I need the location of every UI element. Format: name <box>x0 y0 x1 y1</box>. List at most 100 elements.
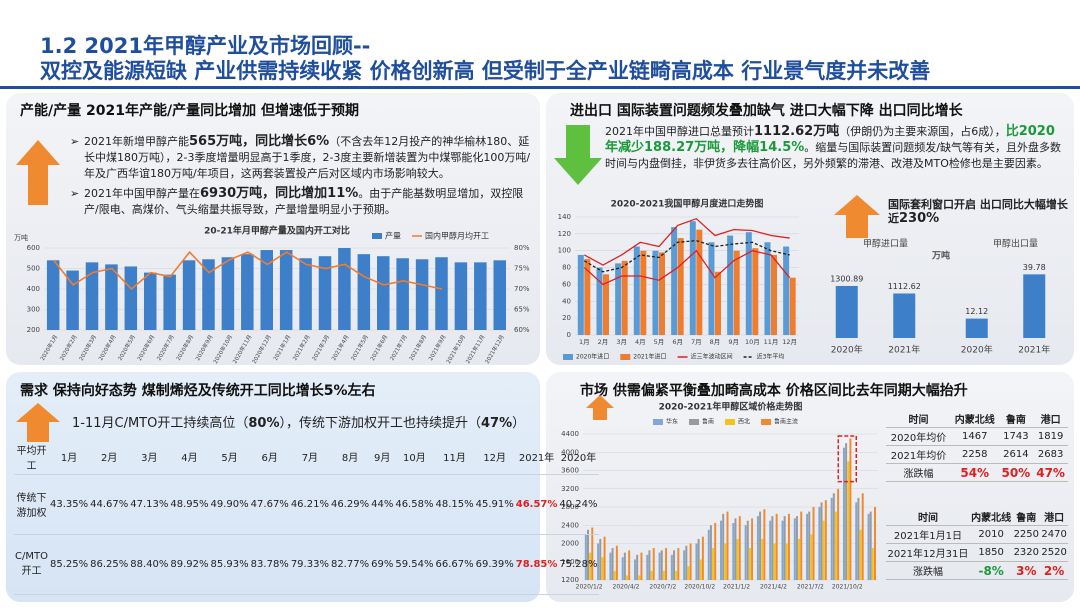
bar <box>474 262 487 330</box>
chart-title: 20-21年月甲醇产量及国内开工对比 <box>204 225 350 237</box>
cell: C/MTO开工 <box>14 534 49 595</box>
x-tick-label: 8月 <box>710 338 721 346</box>
cell: 86.25% <box>89 534 130 595</box>
x-tick-label: 2021年6月 <box>368 333 389 362</box>
bar <box>709 525 712 580</box>
heading: 进出口 国际装置问题频发叠加缺气 进口大幅下降 出口同比增长 <box>570 103 963 119</box>
y-tick-label: 20 <box>562 314 571 322</box>
text-run: 比2020年减少188.27万吨，降幅14.5% <box>605 124 1055 155</box>
cell: 48.95% <box>169 474 210 535</box>
x-tick-label: 5月 <box>654 338 665 346</box>
bar <box>46 260 60 330</box>
bar <box>787 513 790 580</box>
bar <box>855 502 858 580</box>
bar <box>396 258 409 330</box>
x-tick-label: 2020年10月 <box>211 333 234 364</box>
cell: 82.77% <box>329 534 371 595</box>
cell: 79.33% <box>289 534 330 595</box>
x-tick-label: 2021/7/2 <box>797 584 824 591</box>
header-cell: 时间 <box>886 508 970 526</box>
subtitle: 1-11月C/MTO开工持续高位（80%），传统下游加权开工也持续提升（47%） <box>72 412 525 431</box>
row: 2021年均价 2258 2614 2683 <box>886 445 1068 464</box>
bar <box>611 548 614 580</box>
text-run: 565万吨，同比增长6% <box>189 134 330 149</box>
legend-swatch <box>689 419 700 425</box>
bar <box>871 548 874 580</box>
bar <box>798 538 801 580</box>
bar <box>869 511 872 580</box>
rule <box>0 86 1080 89</box>
bar <box>687 566 690 580</box>
bar <box>822 520 825 580</box>
cell: 46.58% <box>394 474 435 535</box>
bar <box>763 509 766 580</box>
line <box>53 250 443 291</box>
text-run: （伊朗仍为主要来源国，占6成）， <box>839 125 1006 138</box>
bar <box>781 520 784 580</box>
paragraph: 2021年中国甲醇进口总量预计1112.62万吨（伊朗仍为主要来源国，占6成），… <box>605 124 1065 172</box>
bar <box>689 543 692 580</box>
header-row: 平均开工 1月 2月 3月 4月 5月 6月 7月 8月 9月 10月 11月 12月 2021年 2020… <box>14 440 599 475</box>
row: 2021年1月1日 2010 2250 2470 <box>886 525 1068 544</box>
x-tick-label: 2020年 <box>831 344 863 356</box>
bar <box>837 488 840 580</box>
value-label: 1112.62 <box>888 282 921 291</box>
cell: -8% <box>969 561 1013 580</box>
bar <box>650 570 653 580</box>
bar <box>143 272 157 330</box>
text-run: ） <box>512 416 526 431</box>
y-tick-label: 600 <box>27 244 40 252</box>
unit-label: 万吨 <box>931 250 950 262</box>
bar <box>633 246 640 335</box>
x-tick-label: 1月 <box>579 338 590 346</box>
bar <box>859 529 862 580</box>
bar <box>66 270 79 330</box>
x-tick-label: 2020年4月 <box>96 333 117 362</box>
y2-tick-label: 75% <box>514 265 530 273</box>
header-cell: 4月 <box>169 440 210 475</box>
y-tick-label: 40 <box>562 297 571 305</box>
bar <box>221 257 235 330</box>
callout: 国际套利窗口开启 出口同比大幅增长近230% <box>888 198 1068 226</box>
x-tick-label: 2020年 <box>961 344 993 356</box>
y-tick-label: 100 <box>558 247 571 255</box>
bar <box>793 518 796 580</box>
heading: 需求 保持向好态势 煤制烯烃及传统开工同比增长5%左右 <box>20 383 376 399</box>
bar <box>745 232 752 335</box>
heading: 产能/产量 2021年产能/产量同比增加 但增速低于预期 <box>20 103 359 119</box>
bar <box>673 550 676 580</box>
bar <box>626 575 628 580</box>
cell: 2020年均价 <box>886 427 951 446</box>
cell: 2683 <box>1033 445 1068 464</box>
header-cell: 10月 <box>394 440 435 475</box>
bar <box>732 522 735 580</box>
x-tick-label: 2020年2月 <box>58 333 79 362</box>
y-tick-label: 500 <box>27 265 40 273</box>
y-tick-label: 80 <box>562 264 571 272</box>
header-cell: 5月 <box>209 440 250 475</box>
bar <box>357 254 371 330</box>
bar <box>695 543 698 580</box>
chart-title: 2020-2021年甲醇区域价格走势图 <box>659 401 803 413</box>
bar <box>675 570 678 580</box>
bar <box>623 552 626 580</box>
cell: 59.54% <box>394 534 435 595</box>
bar <box>646 554 649 580</box>
header-cell: 7月 <box>289 440 330 475</box>
bar <box>712 548 715 580</box>
x-tick-label: 10月 <box>745 338 760 346</box>
bar <box>670 554 673 580</box>
header-cell: 内蒙北线 <box>950 410 999 428</box>
row: 传统下游加权 43.35% 44.67% 47.13% 48.95% 49.90% 47.6… <box>14 474 599 535</box>
value-label: 39.78 <box>1023 263 1046 272</box>
bar <box>601 557 604 580</box>
x-tick-label: 3月 <box>616 338 627 346</box>
bar <box>724 543 727 580</box>
header-cell: 2月 <box>89 440 130 475</box>
bar <box>727 235 734 335</box>
x-tick-label: 2021年1月 <box>271 333 292 362</box>
y-tick-label: 400 <box>27 285 40 293</box>
cell: 涨跌幅 <box>886 463 951 482</box>
